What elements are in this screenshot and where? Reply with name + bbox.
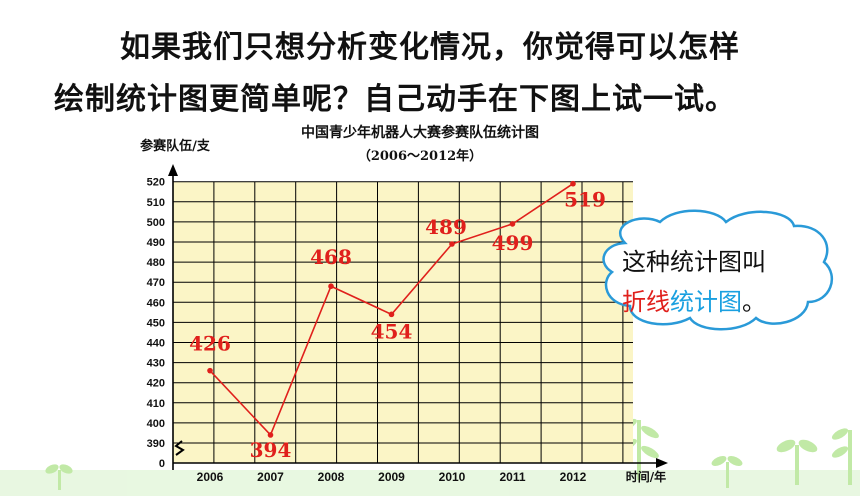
y-tick-label: 390 xyxy=(147,438,165,450)
y-tick-label: 450 xyxy=(147,317,165,329)
callout-line-2: 折线统计图。 xyxy=(622,282,832,322)
y-tick-labels: 520 510 500 490 480 470 460 450 440 430 420 410 400 3… xyxy=(147,177,165,470)
y-tick-label: 510 xyxy=(147,197,165,209)
prompt-line-1: 如果我们只想分析变化情况，你觉得可以怎样 xyxy=(120,30,740,65)
data-point xyxy=(207,367,213,374)
y-tick-label: 490 xyxy=(147,237,165,249)
callout-period: 。 xyxy=(742,288,766,316)
data-label: 499 xyxy=(492,231,534,255)
x-tick-label: 2007 xyxy=(257,470,284,484)
data-point xyxy=(449,241,455,247)
y-tick-label: 400 xyxy=(147,418,165,430)
data-labels: 426 394 468 454 489 499 519 xyxy=(189,188,606,462)
y-tick-label: 440 xyxy=(147,338,165,350)
data-point xyxy=(328,283,334,290)
chart-subtitle: （2006～2012年） xyxy=(358,148,482,164)
x-axis-label: 时间/年 xyxy=(626,469,666,484)
y-tick-label: 410 xyxy=(147,398,165,410)
data-label: 519 xyxy=(564,188,606,212)
y-tick-label: 430 xyxy=(147,358,165,370)
data-point xyxy=(570,180,576,187)
y-tick-label: 480 xyxy=(147,257,165,269)
x-tick-label: 2010 xyxy=(439,470,466,484)
x-tick-label: 2009 xyxy=(378,470,405,484)
callout-cloud xyxy=(602,209,834,331)
decorative-leaves xyxy=(0,418,860,496)
data-label: 489 xyxy=(425,215,467,239)
y-axis-label: 参赛队伍/支 xyxy=(140,138,211,154)
y-tick-label: 460 xyxy=(147,297,165,309)
callout-term-line: 折线 xyxy=(622,288,670,316)
callout-line-1: 这种统计图叫 xyxy=(622,248,766,276)
data-point xyxy=(509,221,516,227)
y-tick-label: 520 xyxy=(147,177,165,189)
x-tick-label: 2011 xyxy=(499,470,525,484)
y-axis-arrow xyxy=(168,164,178,176)
y-tick-label: 0 xyxy=(159,458,165,470)
series-line xyxy=(207,180,576,438)
data-label: 468 xyxy=(310,245,352,269)
callout-term-chart: 统计图 xyxy=(670,288,742,316)
prompt-line-2: 绘制统计图更简单呢？自己动手在下图上试一试。 xyxy=(54,82,736,117)
x-tick-label: 2012 xyxy=(560,470,587,484)
x-tick-label: 2006 xyxy=(197,470,224,484)
data-label: 426 xyxy=(189,332,231,356)
x-tick-label: 2008 xyxy=(318,470,345,484)
y-tick-label: 470 xyxy=(147,277,165,289)
data-point xyxy=(267,432,274,438)
y-tick-label: 500 xyxy=(147,217,165,229)
callout-text: 这种统计图叫 折线统计图。 xyxy=(622,242,832,322)
x-tick-labels: 2006 2007 2008 2009 2010 2011 2012 xyxy=(197,470,587,484)
data-label: 454 xyxy=(371,319,413,343)
x-axis-arrow xyxy=(656,458,668,468)
axis-break-mark xyxy=(174,440,185,456)
y-tick-label: 420 xyxy=(147,378,165,390)
data-point xyxy=(388,311,395,318)
data-label: 394 xyxy=(250,438,292,462)
grid xyxy=(173,181,633,463)
chart-title: 中国青少年机器人大赛参赛队伍统计图 xyxy=(301,124,539,141)
